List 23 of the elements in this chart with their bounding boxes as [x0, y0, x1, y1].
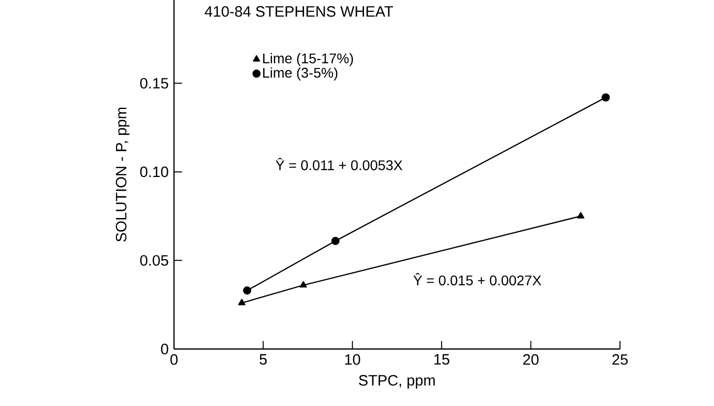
x-tick-label: 10 [345, 354, 360, 365]
point [602, 93, 610, 102]
point [331, 236, 340, 246]
point [300, 281, 307, 288]
x-tick-label: 5 [260, 354, 267, 365]
point [243, 286, 252, 295]
chart-title: 410-84 STEPHENS WHEAT [204, 6, 393, 17]
x-tick-label: 0 [170, 354, 178, 365]
annotation: Ŷ = 0.011 + 0.0053X [276, 158, 402, 170]
point [577, 212, 584, 218]
x-tick-label: 20 [523, 354, 539, 365]
x-tick-label: 15 [434, 354, 450, 365]
x-tick-label: 25 [612, 354, 628, 365]
point [238, 298, 246, 306]
annotation: Ŷ = 0.015 + 0.0027X [413, 272, 542, 286]
y-tick-label: 0.15 [140, 78, 168, 89]
legend-label: Lime (15-17%) [263, 53, 353, 66]
x-axis-title: STPC, ppm [358, 375, 435, 389]
y-tick-label: 0.10 [140, 166, 168, 178]
y-tick-label: 0 [161, 344, 168, 354]
y-tick-label: 0.05 [140, 255, 168, 266]
legend-label: Lime (3-5%) [263, 67, 338, 80]
y-axis-title: SOLUTION - P, ppm [116, 108, 130, 242]
